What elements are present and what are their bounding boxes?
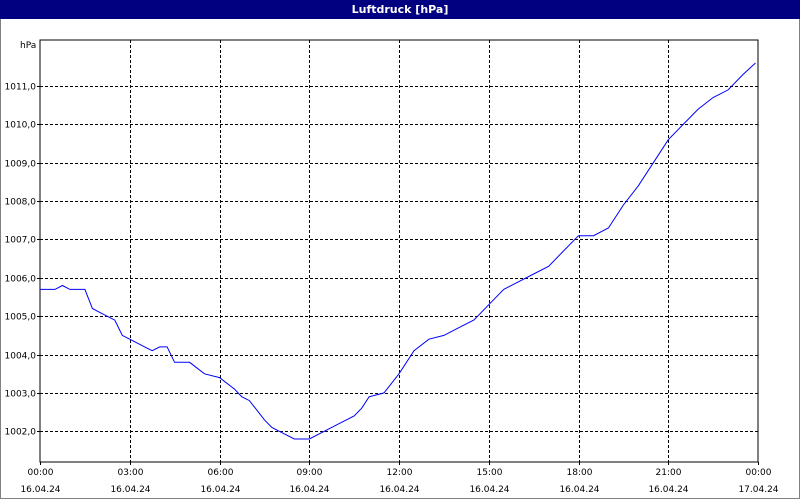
x-tick-time-label: 03:00 [118, 468, 144, 478]
y-tick-label: 1003,0 [5, 390, 37, 400]
y-tick-label: 1006,0 [5, 275, 37, 285]
y-tick-label: 1008,0 [5, 198, 37, 208]
y-tick-label: 1002,0 [5, 428, 37, 438]
series-line [40, 62, 756, 440]
y-tick-label: 1011,0 [5, 83, 37, 93]
x-tick-time-label: 09:00 [297, 468, 323, 478]
y-tick-label: 1009,0 [5, 160, 37, 170]
x-tick-time-label: 06:00 [208, 468, 234, 478]
x-tick-time-label: 12:00 [387, 468, 413, 478]
y-axis-label: hPa [20, 41, 36, 51]
x-tick-time-label: 18:00 [567, 468, 593, 478]
x-tick-date-label: 16.04.24 [110, 485, 150, 495]
y-tick-label: 1005,0 [5, 313, 37, 323]
x-tick-date-label: 16.04.24 [20, 485, 60, 495]
y-tick-label: 1010,0 [5, 121, 37, 131]
x-tick-date-label: 16.04.24 [200, 485, 240, 495]
x-tick-time-label: 21:00 [656, 468, 682, 478]
y-tick-label: 1004,0 [5, 352, 37, 362]
x-tick-date-label: 17.04.24 [738, 485, 778, 495]
x-tick-date-label: 16.04.24 [379, 485, 419, 495]
x-tick-time-label: 00:00 [28, 468, 54, 478]
y-tick-label: 1007,0 [5, 236, 37, 246]
x-tick-date-label: 16.04.24 [469, 485, 509, 495]
chart-title: Luftdruck [hPa] [0, 0, 800, 19]
x-tick-time-label: 15:00 [477, 468, 503, 478]
x-tick-time-label: 00:00 [746, 468, 772, 478]
x-tick-date-label: 16.04.24 [289, 485, 329, 495]
x-tick-date-label: 16.04.24 [648, 485, 688, 495]
x-tick-date-label: 16.04.24 [559, 485, 599, 495]
